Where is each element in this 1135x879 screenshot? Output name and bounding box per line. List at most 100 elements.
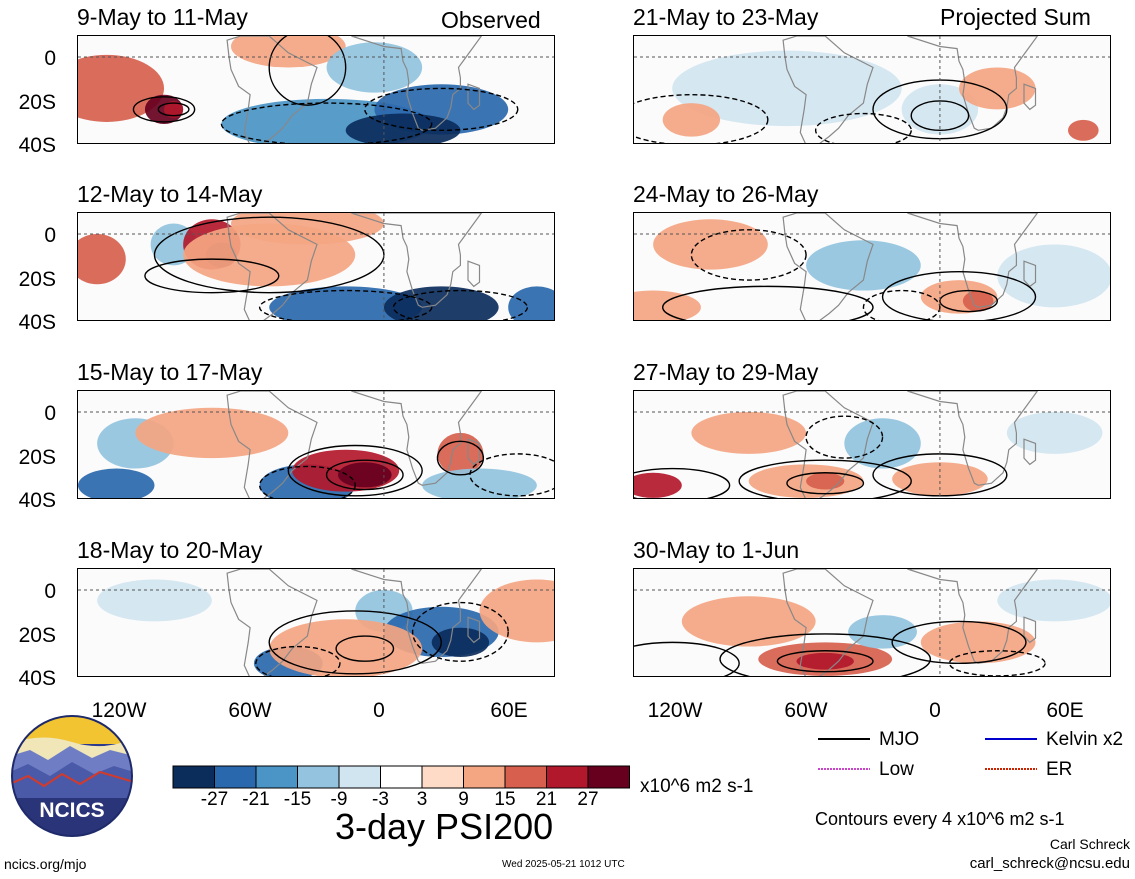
coastline (1023, 260, 1037, 288)
mjo-contour (939, 289, 998, 313)
map-panel-p5 (633, 35, 1111, 144)
mjo-contour (411, 601, 509, 662)
legend-kelvin: Kelvin x2 (1046, 729, 1124, 750)
panel-title-p4: 18-May to 20-May (77, 537, 263, 563)
ytick-0: 0 (44, 402, 56, 425)
panel-title-p5: 21-May to 23-May (633, 4, 819, 30)
anomaly-shading (97, 579, 212, 622)
anomaly-shading (796, 652, 854, 670)
mjo-contour (862, 289, 941, 320)
ytick-0: 0 (44, 580, 56, 603)
xtick-60e: 60E (1046, 699, 1084, 722)
anomaly-shading (681, 596, 816, 647)
contour-map-svg (634, 569, 1110, 676)
panel-title-p3: 15-May to 17-May (77, 359, 263, 385)
anomaly-shading (230, 213, 384, 245)
legend-line-kelvin (985, 738, 1037, 740)
xtick-120w: 120W (647, 699, 703, 722)
anomaly-shading (383, 286, 499, 320)
map-panel-p1 (77, 35, 555, 144)
contour-map-svg (78, 213, 554, 320)
legend-er: ER (1046, 759, 1073, 780)
anomaly-shading (662, 103, 721, 137)
colorbar-tick-label: -27 (200, 789, 229, 810)
ytick-0: 0 (44, 47, 56, 70)
mjo-contour (814, 112, 912, 143)
colorbar (172, 765, 630, 789)
coastline (351, 36, 483, 131)
colorbar-tick-label: 15 (494, 789, 516, 810)
anomaly-shading (806, 240, 921, 291)
map-panel-p8 (633, 568, 1111, 677)
anomaly-shading (634, 290, 701, 320)
anomaly-shading (997, 244, 1110, 308)
coastline (226, 391, 318, 498)
panel-title-p6: 24-May to 26-May (633, 181, 819, 207)
ytick-40s: 40S (18, 667, 56, 690)
coastline (467, 438, 481, 466)
map-panel-p2 (77, 212, 555, 321)
contour-note: Contours every 4 x10^6 m2 s-1 (815, 809, 1065, 829)
mjo-contour (268, 610, 442, 675)
observed-column-header: Observed (441, 7, 541, 33)
anomaly-shading (78, 54, 165, 122)
mjo-contour (786, 472, 865, 495)
xtick-120w: 120W (91, 699, 147, 722)
colorbar-swatch (546, 765, 589, 789)
colorbar-swatch (172, 765, 215, 789)
colorbar-swatch (587, 765, 630, 789)
xtick-60e: 60E (490, 699, 528, 722)
mjo-contour (144, 258, 280, 294)
ytick-20s: 20S (18, 91, 56, 114)
xtick-60w: 60W (228, 699, 272, 722)
timestamp: Wed 2025-05-21 1012 UTC (502, 859, 625, 870)
anomaly-shading (422, 468, 537, 498)
ncics-logo: NCICS (11, 715, 133, 837)
author-name: Carl Schreck (1049, 836, 1130, 852)
colorbar-tick-label: 27 (577, 789, 599, 810)
ytick-0: 0 (44, 224, 56, 247)
colorbar-swatch (421, 765, 464, 789)
coastline (467, 83, 481, 111)
anomaly-shading (135, 407, 289, 459)
anomaly-shading (508, 286, 554, 320)
ytick-20s: 20S (18, 446, 56, 469)
colorbar-tick-label: -3 (372, 789, 389, 810)
coastline (1023, 616, 1037, 644)
anomaly-shading (230, 36, 346, 68)
colorbar-swatch (255, 765, 298, 789)
author-email[interactable]: carl_schreck@ncsu.edu (969, 855, 1130, 872)
xtick-0: 0 (929, 699, 941, 722)
site-link[interactable]: ncics.org/mjo (4, 856, 87, 872)
legend-mjo: MJO (879, 729, 920, 750)
coastline (351, 213, 483, 308)
anomaly-shading (78, 233, 126, 285)
coastline (782, 391, 874, 498)
anomaly-shading (326, 42, 423, 93)
coastline (782, 36, 874, 143)
mjo-contour (287, 444, 423, 497)
legend-line-mjo (818, 738, 870, 740)
mjo-contour (719, 633, 932, 676)
anomaly-shading (345, 113, 461, 143)
projected-column-header: Projected Sum (940, 4, 1091, 30)
panel-title-p2: 12-May to 14-May (77, 181, 263, 207)
mjo-contour (364, 87, 519, 132)
mjo-contour (634, 93, 769, 143)
mjo-contour (738, 459, 912, 498)
colorbar-tick-label: -15 (283, 789, 312, 810)
mjo-contour (258, 289, 433, 320)
colorbar-tick-label: 3 (416, 789, 428, 810)
coastline (467, 616, 481, 644)
coastline (226, 569, 318, 676)
coastline (907, 391, 1039, 486)
mjo-contour (268, 36, 347, 106)
mjo-contour (132, 96, 196, 123)
coastline (1023, 83, 1037, 111)
figure-title: 3-day PSI200 (335, 806, 554, 847)
anomaly-shading (1006, 411, 1103, 454)
contour-map-svg (78, 391, 554, 498)
logo-text: NCICS (39, 799, 104, 822)
anomaly-shading (164, 100, 184, 118)
mjo-contour (335, 635, 395, 662)
